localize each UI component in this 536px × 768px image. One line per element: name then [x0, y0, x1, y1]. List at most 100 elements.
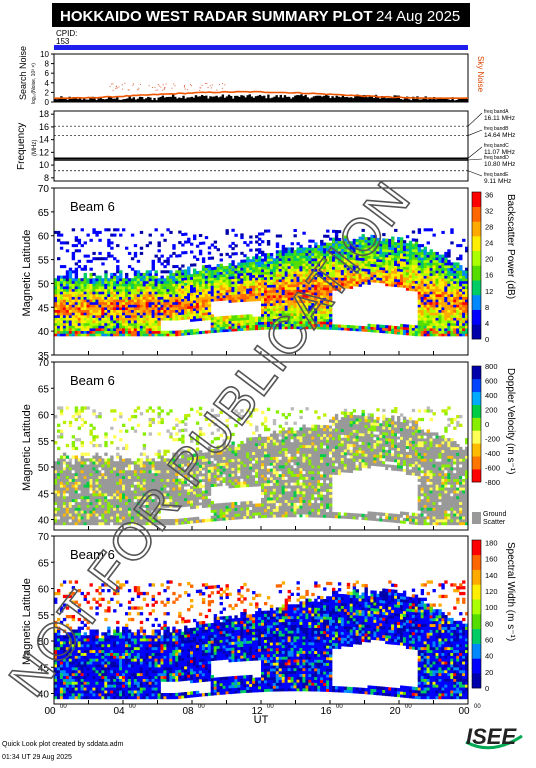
search-noise-bar [112, 99, 114, 102]
heatmap-cell [255, 254, 258, 257]
heatmap-cell [87, 484, 90, 487]
heatmap-cell [110, 291, 113, 294]
heatmap-cell [291, 261, 294, 264]
heatmap-cell [178, 304, 181, 307]
heatmap-cell [95, 513, 98, 516]
search-noise-bar [379, 99, 381, 102]
heatmap-cell [385, 273, 388, 276]
heatmap-cell [143, 453, 146, 456]
heatmap-cell [66, 331, 69, 334]
heatmap-cell [370, 324, 373, 327]
heatmap-cell [54, 333, 57, 336]
heatmap-cell [95, 507, 98, 510]
heatmap-cell [116, 473, 119, 476]
heatmap-cell [137, 312, 140, 315]
heatmap-cell [72, 323, 75, 326]
search-noise-bar [354, 96, 356, 102]
heatmap-cell [427, 318, 430, 321]
heatmap-cell [161, 310, 164, 313]
heatmap-cell [72, 496, 75, 499]
heatmap-cell [116, 270, 119, 273]
heatmap-cell [424, 276, 427, 279]
heatmap-cell [63, 505, 66, 508]
heatmap-cell [438, 265, 441, 268]
heatmap-cell [226, 329, 229, 332]
heatmap-cell [152, 278, 155, 281]
heatmap-cell [90, 479, 93, 482]
heatmap-cell [379, 330, 382, 333]
heatmap-cell [444, 265, 447, 268]
heatmap-cell [406, 325, 409, 328]
heatmap-cell [116, 307, 119, 310]
heatmap-cell [273, 264, 276, 267]
heatmap-cell [444, 297, 447, 300]
heatmap-cell [152, 276, 155, 279]
heatmap-cell [178, 283, 181, 286]
heatmap-cell [140, 467, 143, 470]
heatmap-cell [98, 496, 101, 499]
heatmap-cell [57, 291, 60, 294]
search-noise-bar [336, 96, 338, 102]
heatmap-cell [125, 484, 128, 487]
heatmap-cell [258, 296, 261, 299]
search-noise-bar [172, 95, 174, 102]
heatmap-cell [444, 260, 447, 263]
heatmap-cell [385, 265, 388, 268]
heatmap-cell [231, 292, 234, 295]
heatmap-cell [72, 278, 75, 281]
heatmap-cell [240, 270, 243, 273]
heatmap-cell [169, 294, 172, 297]
heatmap-cell [196, 313, 199, 316]
heatmap-cell [57, 507, 60, 510]
heatmap-cell [87, 467, 90, 470]
heatmap-cell [172, 294, 175, 297]
heatmap-cell [202, 273, 205, 276]
heatmap-cell [119, 438, 122, 441]
heatmap-cell [66, 289, 69, 292]
heatmap-cell [113, 283, 116, 286]
heatmap-cell [202, 302, 205, 305]
heatmap-cell [276, 256, 279, 259]
heatmap-cell [92, 409, 95, 412]
heatmap-cell [406, 264, 409, 267]
search-noise-bar [352, 98, 354, 102]
heatmap-cell [462, 318, 465, 321]
heatmap-cell [394, 274, 397, 277]
heatmap-cell [172, 286, 175, 289]
heatmap-cell [462, 310, 465, 313]
heatmap-cell [433, 323, 436, 326]
heatmap-cell [297, 253, 300, 256]
heatmap-cell [143, 281, 146, 284]
heatmap-cell [234, 297, 237, 300]
heatmap-cell [199, 273, 202, 276]
heatmap-cell [214, 319, 217, 322]
heatmap-cell [184, 280, 187, 283]
heatmap-cell [456, 299, 459, 302]
heatmap-cell [137, 302, 140, 305]
heatmap-cell [255, 272, 258, 275]
heatmap-cell [143, 323, 146, 326]
heatmap-cell [104, 312, 107, 315]
search-noise-bar [271, 98, 273, 102]
heatmap-cell [60, 323, 63, 326]
heatmap-cell [78, 297, 81, 300]
heatmap-cell [237, 278, 240, 281]
heatmap-cell [462, 297, 465, 300]
heatmap-cell [427, 260, 430, 263]
heatmap-cell [436, 315, 439, 318]
heatmap-cell [264, 295, 267, 298]
heatmap-cell [427, 328, 430, 331]
search-noise-bar [418, 100, 420, 102]
colorbar-label: Backscatter Power (dB) [505, 194, 516, 299]
heatmap-cell [98, 458, 101, 461]
heatmap-cell [90, 283, 93, 286]
heatmap-cell [161, 255, 164, 258]
heatmap-cell [379, 278, 382, 281]
heatmap-cell [113, 228, 116, 231]
heatmap-cell [143, 278, 146, 281]
heatmap-cell [161, 304, 164, 307]
heatmap-cell [211, 330, 214, 333]
heatmap-cell [116, 453, 119, 456]
heatmap-cell [75, 481, 78, 484]
heatmap-cell [226, 321, 229, 324]
